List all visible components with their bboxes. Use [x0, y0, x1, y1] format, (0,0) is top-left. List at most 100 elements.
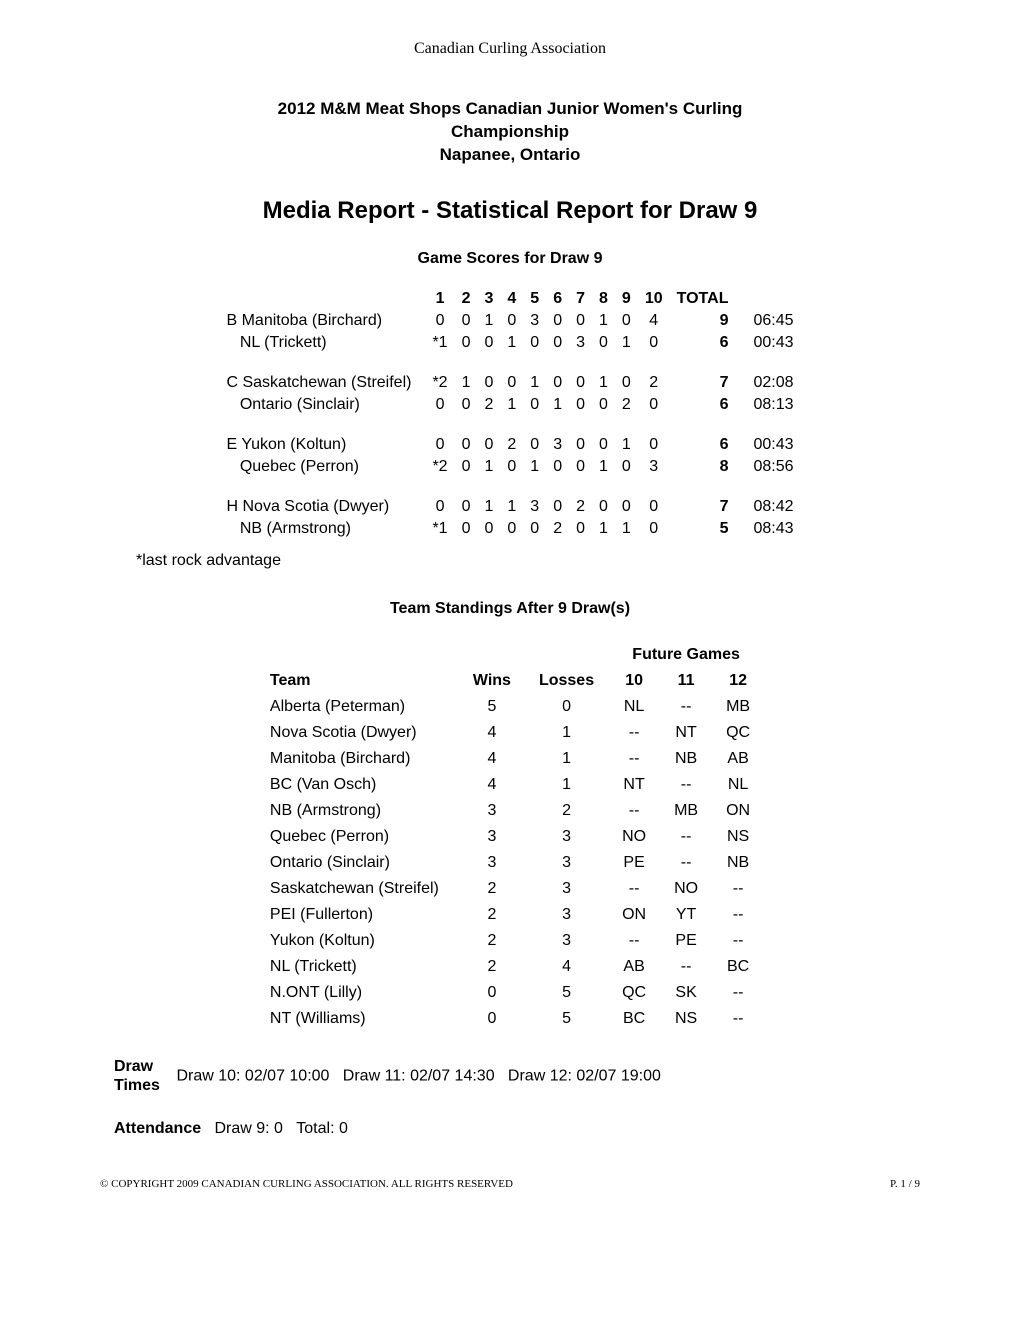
future-12-cell: -- [712, 902, 764, 928]
future-10-cell: -- [608, 928, 660, 954]
end-cell: 0 [546, 372, 569, 394]
total-cell: 7 [670, 372, 736, 394]
future-11-cell: YT [660, 902, 712, 928]
end-cell: 1 [523, 372, 546, 394]
end-cell: 0 [500, 456, 523, 478]
team-name-cell: Saskatchewan (Streifel) [256, 876, 459, 902]
team-header: Team [256, 668, 459, 694]
losses-cell: 0 [525, 694, 608, 720]
attendance-text: Draw 9: 0 Total: 0 [214, 1120, 347, 1137]
future-12-cell: -- [712, 928, 764, 954]
end-cell: 0 [425, 310, 454, 332]
end-3: 3 [477, 288, 500, 310]
future-10-cell: BC [608, 1006, 660, 1032]
end-cell: 0 [477, 372, 500, 394]
team-name-cell: NL (Trickett) [256, 954, 459, 980]
standings-future-row: Future Games [256, 642, 764, 668]
end-cell: 0 [455, 496, 478, 518]
time-cell: 08:42 [735, 496, 800, 518]
future-12-cell: NL [712, 772, 764, 798]
end-cell: 3 [569, 332, 592, 354]
end-cell: 0 [455, 394, 478, 416]
end-cell: 3 [523, 310, 546, 332]
end-cell: 0 [592, 434, 615, 456]
time-cell: 08:56 [735, 456, 800, 478]
end-8: 8 [592, 288, 615, 310]
future-11-cell: NT [660, 720, 712, 746]
total-cell: 7 [670, 496, 736, 518]
wins-cell: 0 [459, 1006, 525, 1032]
end-cell: 0 [638, 332, 670, 354]
wins-cell: 2 [459, 876, 525, 902]
end-cell: 3 [638, 456, 670, 478]
team-cell: Ontario (Sinclair) [219, 394, 425, 416]
event-title: 2012 M&M Meat Shops Canadian Junior Wome… [100, 98, 920, 167]
team-cell: NL (Trickett) [219, 332, 425, 354]
future-10-cell: -- [608, 876, 660, 902]
time-cell: 06:45 [735, 310, 800, 332]
score-row: E Yukon (Koltun)0002030010600:43 [219, 434, 800, 456]
losses-cell: 3 [525, 824, 608, 850]
end-cell: 0 [523, 332, 546, 354]
team-cell: C Saskatchewan (Streifel) [219, 372, 425, 394]
losses-cell: 1 [525, 772, 608, 798]
future-11-cell: -- [660, 954, 712, 980]
standings-row: BC (Van Osch)41NT--NL [256, 772, 764, 798]
end-cell: 0 [546, 496, 569, 518]
end-cell: 0 [569, 518, 592, 540]
wins-cell: 3 [459, 824, 525, 850]
team-name-cell: Alberta (Peterman) [256, 694, 459, 720]
end-cell: 0 [615, 496, 638, 518]
team-name-cell: Ontario (Sinclair) [256, 850, 459, 876]
time-cell: 00:43 [735, 332, 800, 354]
team-name-cell: Manitoba (Birchard) [256, 746, 459, 772]
team-cell: NB (Armstrong) [219, 518, 425, 540]
end-cell: 3 [523, 496, 546, 518]
team-cell: Quebec (Perron) [219, 456, 425, 478]
spacer-row [219, 354, 800, 372]
team-name-cell: Quebec (Perron) [256, 824, 459, 850]
team-cell: B Manitoba (Birchard) [219, 310, 425, 332]
spacer-row [219, 478, 800, 496]
end-cell: 0 [477, 332, 500, 354]
total-header: TOTAL [670, 288, 736, 310]
page-number: P. 1 / 9 [890, 1178, 920, 1190]
wins-cell: 4 [459, 772, 525, 798]
team-cell: E Yukon (Koltun) [219, 434, 425, 456]
end-cell: 0 [592, 332, 615, 354]
standings-row: NT (Williams)05BCNS-- [256, 1006, 764, 1032]
end-cell: 0 [546, 332, 569, 354]
future-12-cell: NS [712, 824, 764, 850]
time-cell: 08:13 [735, 394, 800, 416]
standings-table: Future Games Team Wins Losses 10 11 12 A… [256, 642, 764, 1032]
scores-table: 1 2 3 4 5 6 7 8 9 10 TOTAL B Manitoba (B… [219, 288, 800, 540]
total-cell: 6 [670, 434, 736, 456]
future-10-cell: NO [608, 824, 660, 850]
end-cell: 0 [569, 434, 592, 456]
attendance-label: Attendance [114, 1120, 201, 1137]
end-cell: 1 [615, 518, 638, 540]
future-12-cell: -- [712, 980, 764, 1006]
future-11-cell: -- [660, 772, 712, 798]
end-cell: 0 [477, 434, 500, 456]
future-11-cell: -- [660, 850, 712, 876]
losses-header: Losses [525, 668, 608, 694]
standings-row: Saskatchewan (Streifel)23--NO-- [256, 876, 764, 902]
end-cell: 0 [477, 518, 500, 540]
end-cell: 1 [500, 332, 523, 354]
losses-cell: 2 [525, 798, 608, 824]
end-9: 9 [615, 288, 638, 310]
last-rock-note: *last rock advantage [136, 552, 920, 570]
end-7: 7 [569, 288, 592, 310]
future-11-cell: SK [660, 980, 712, 1006]
wins-cell: 2 [459, 928, 525, 954]
draw10-header: 10 [608, 668, 660, 694]
score-row: B Manitoba (Birchard)0010300104906:45 [219, 310, 800, 332]
end-cell: 0 [569, 310, 592, 332]
time-cell: 00:43 [735, 434, 800, 456]
score-row: NL (Trickett)*1001003010600:43 [219, 332, 800, 354]
end-1: 1 [425, 288, 454, 310]
losses-cell: 3 [525, 928, 608, 954]
future-11-cell: NS [660, 1006, 712, 1032]
end-cell: 0 [523, 434, 546, 456]
